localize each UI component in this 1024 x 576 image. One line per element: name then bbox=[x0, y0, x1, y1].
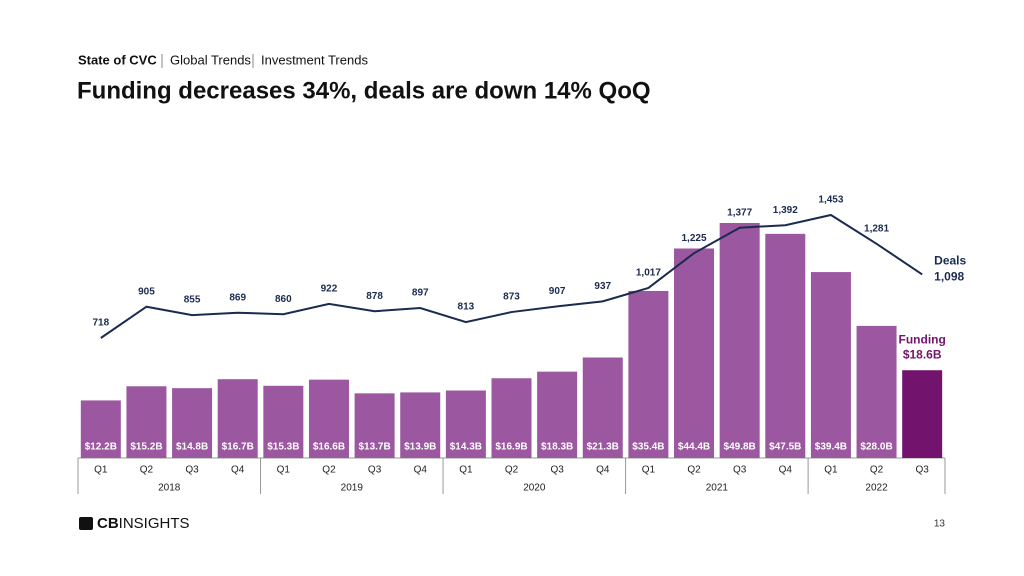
x-tick-label: Q1 bbox=[277, 465, 291, 476]
value-label: $28.0B bbox=[860, 442, 892, 453]
series-label: Deals bbox=[934, 254, 966, 268]
x-tick-label: Q2 bbox=[870, 465, 884, 476]
value-label: 907 bbox=[549, 286, 566, 297]
value-label: 878 bbox=[366, 291, 383, 302]
value-label: $12.2B bbox=[85, 442, 117, 453]
value-label: 897 bbox=[412, 288, 429, 299]
x-tick-label: Q2 bbox=[505, 465, 519, 476]
x-tick-label: Q3 bbox=[368, 465, 382, 476]
x-tick-label: Q3 bbox=[733, 465, 747, 476]
bar bbox=[217, 379, 258, 458]
x-tick-label: Q1 bbox=[824, 465, 838, 476]
bar bbox=[902, 370, 943, 458]
value-label: 1,377 bbox=[727, 207, 752, 218]
x-group-label: 2020 bbox=[523, 483, 546, 494]
value-label: 1,098 bbox=[934, 270, 964, 284]
logo-bold: CB bbox=[97, 515, 119, 532]
x-group-label: 2019 bbox=[341, 483, 364, 494]
value-label: $49.8B bbox=[724, 442, 756, 453]
x-tick-label: Q2 bbox=[322, 465, 336, 476]
breadcrumb: State of CVC bbox=[78, 52, 157, 67]
bar bbox=[263, 385, 304, 458]
value-label: $14.3B bbox=[450, 442, 482, 453]
bar bbox=[172, 388, 213, 458]
x-tick-label: Q2 bbox=[687, 465, 701, 476]
value-label: $18.6B bbox=[903, 347, 942, 361]
breadcrumb: Global Trends bbox=[170, 52, 251, 67]
value-label: $15.2B bbox=[130, 442, 162, 453]
page-number: 13 bbox=[934, 519, 946, 530]
bar bbox=[80, 400, 121, 458]
x-tick-label: Q3 bbox=[550, 465, 564, 476]
value-label: 873 bbox=[503, 292, 520, 303]
x-tick-label: Q4 bbox=[779, 465, 793, 476]
value-label: 1,392 bbox=[773, 205, 798, 216]
breadcrumb: Investment Trends bbox=[261, 52, 368, 67]
x-tick-label: Q4 bbox=[596, 465, 610, 476]
bar bbox=[491, 378, 532, 458]
bar bbox=[537, 371, 578, 458]
value-label: 860 bbox=[275, 294, 292, 305]
value-label: 905 bbox=[138, 286, 155, 297]
x-tick-label: Q3 bbox=[916, 465, 930, 476]
logo-icon bbox=[79, 517, 93, 530]
chart: Q1 Q2 Q3 Q4 2018 Q1 Q2 Q3 Q4 2019 Q1 Q2 Q3 Q4 2020 Q1 Q2… bbox=[77, 195, 967, 494]
value-label: 1,017 bbox=[636, 268, 661, 279]
x-tick-label: Q3 bbox=[185, 465, 199, 476]
x-tick-label: Q1 bbox=[642, 465, 656, 476]
value-label: $47.5B bbox=[769, 442, 801, 453]
bar bbox=[719, 223, 760, 458]
x-group-label: 2018 bbox=[158, 483, 181, 494]
x-tick-label: Q1 bbox=[459, 465, 473, 476]
value-label: 813 bbox=[458, 302, 475, 313]
x-tick-label: Q1 bbox=[94, 465, 108, 476]
value-label: 855 bbox=[184, 295, 201, 306]
bar bbox=[582, 357, 623, 458]
logo-rest: INSIGHTS bbox=[119, 515, 190, 532]
value-label: $18.3B bbox=[541, 442, 573, 453]
value-label: $15.3B bbox=[267, 442, 299, 453]
x-group-label: 2022 bbox=[865, 483, 888, 494]
value-label: $21.3B bbox=[587, 442, 619, 453]
value-label: $13.7B bbox=[358, 442, 390, 453]
value-label: $16.9B bbox=[495, 442, 527, 453]
bar bbox=[765, 233, 806, 458]
value-label: 922 bbox=[321, 284, 338, 295]
value-label: 718 bbox=[92, 318, 109, 329]
bar bbox=[628, 290, 669, 458]
value-label: 1,281 bbox=[864, 223, 889, 234]
bar bbox=[308, 379, 349, 458]
value-label: $44.4B bbox=[678, 442, 710, 453]
value-label: 937 bbox=[594, 281, 611, 292]
x-group-label: 2021 bbox=[706, 483, 729, 494]
bar bbox=[856, 325, 897, 458]
value-label: $16.6B bbox=[313, 442, 345, 453]
value-label: $39.4B bbox=[815, 442, 847, 453]
value-label: $16.7B bbox=[222, 442, 254, 453]
bar bbox=[810, 272, 851, 458]
bar bbox=[445, 390, 486, 458]
bar bbox=[126, 386, 167, 458]
x-tick-label: Q4 bbox=[231, 465, 245, 476]
x-tick-label: Q2 bbox=[140, 465, 154, 476]
value-label: 1,225 bbox=[682, 233, 707, 244]
series-label: Funding bbox=[899, 332, 946, 346]
value-label: $14.8B bbox=[176, 442, 208, 453]
value-label: 1,453 bbox=[818, 195, 843, 206]
value-label: $13.9B bbox=[404, 442, 436, 453]
line bbox=[100, 213, 923, 339]
value-label: 869 bbox=[229, 292, 246, 303]
bar bbox=[674, 248, 715, 458]
logo: CBINSIGHTS bbox=[97, 515, 190, 532]
x-tick-label: Q4 bbox=[414, 465, 428, 476]
title: Funding decreases 34%, deals are down 14… bbox=[77, 77, 651, 104]
value-label: $35.4B bbox=[632, 442, 664, 453]
bar bbox=[400, 392, 441, 458]
bar bbox=[354, 393, 395, 458]
